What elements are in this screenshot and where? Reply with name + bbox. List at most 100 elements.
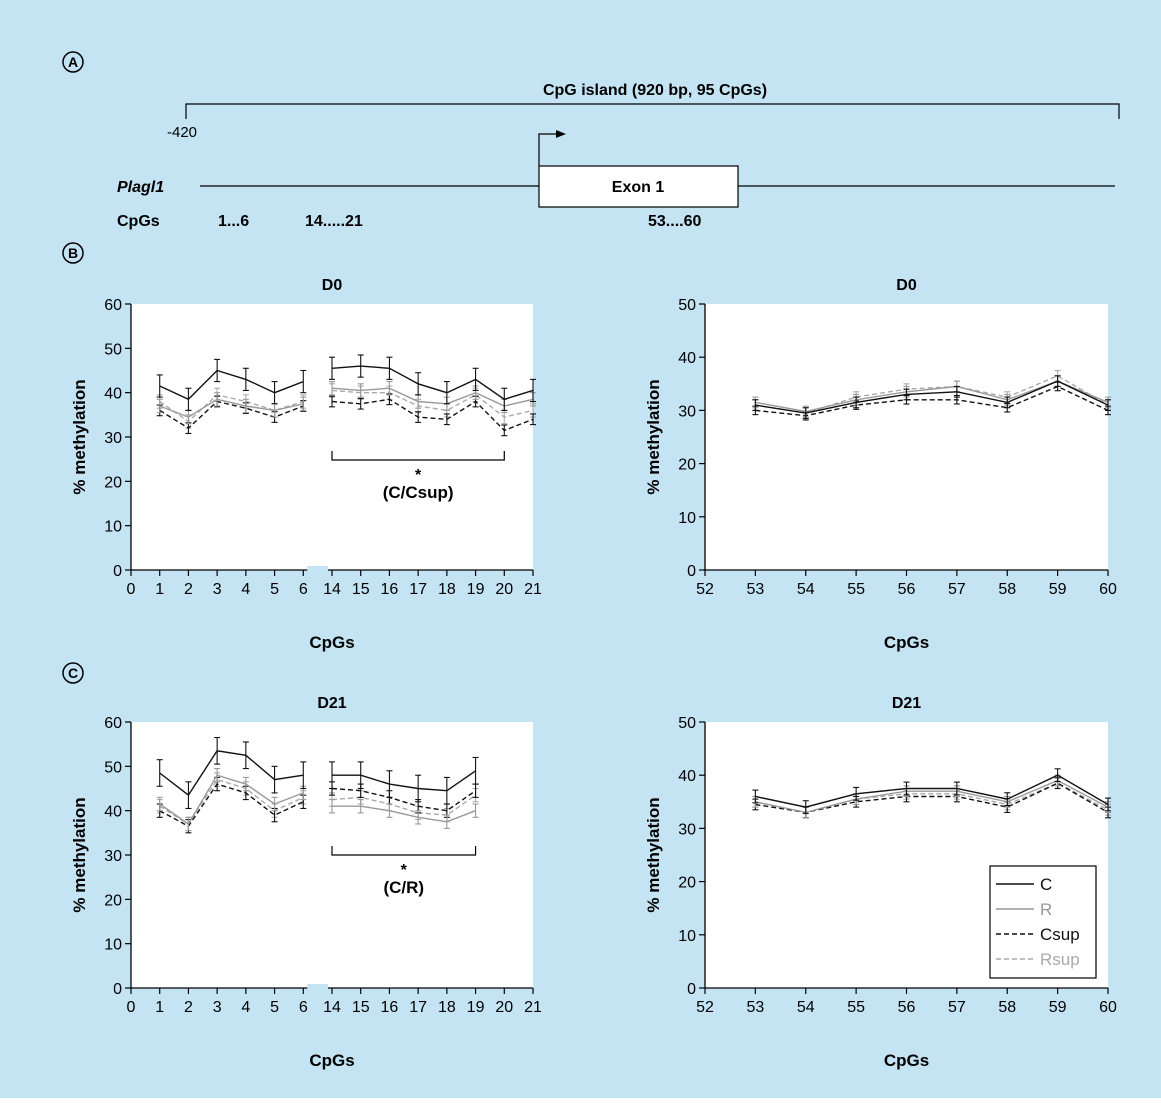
series-line-c — [331, 365, 534, 401]
axis-break — [307, 566, 328, 574]
x-axis-label: CpGs — [884, 633, 929, 652]
x-tick-label: 56 — [898, 581, 916, 598]
x-tick-label: 53 — [746, 581, 764, 598]
panel-label-b-text: B — [68, 245, 78, 261]
y-tick-label: 0 — [113, 563, 122, 580]
legend: CR Csup Rsup — [989, 865, 1097, 979]
x-tick-label: 18 — [438, 581, 456, 598]
significance-label: (C/Csup) — [383, 483, 454, 502]
y-tick-label: 0 — [687, 981, 696, 998]
y-axis-label: % methylation — [644, 379, 663, 494]
y-tick-label: 20 — [678, 875, 696, 892]
x-tick-label: 5 — [270, 999, 279, 1016]
y-tick-label: 20 — [104, 892, 122, 909]
x-tick-label: 21 — [524, 581, 542, 598]
chart-2: D0 0 10 20 30 40 50 52 53 54 55 56 57 58 59 60 CpGs % met… — [644, 277, 1117, 652]
chart-3: D21 0 10 20 30 40 50 60 0 1 2 3 4 5 6 14 15 16 17 18 19 20 21 C… — [70, 695, 542, 1070]
series-line-csup — [331, 787, 477, 812]
significance-label: (C/R) — [383, 878, 424, 897]
x-tick-label: 17 — [409, 581, 427, 598]
x-tick-label: 0 — [127, 999, 136, 1016]
series-c — [156, 354, 536, 411]
chart-title: D21 — [317, 695, 346, 712]
panel-label-c-text: C — [68, 665, 78, 681]
cpg-range-2: 14.....21 — [305, 213, 363, 230]
x-tick-label: 59 — [1049, 999, 1067, 1016]
x-tick-label: 6 — [299, 581, 308, 598]
y-tick-label: 10 — [678, 510, 696, 527]
x-tick-label: 57 — [948, 581, 966, 598]
chart-title: D0 — [322, 277, 343, 294]
cpg-range-1: 1...6 — [218, 213, 249, 230]
y-tick-label: 20 — [678, 457, 696, 474]
x-tick-label: 20 — [495, 999, 513, 1016]
chart-1: D0 0 10 20 30 40 50 60 0 1 2 3 4 5 6 14 15 16 17 18 19 20 21 Cp… — [70, 277, 542, 652]
x-tick-label: 57 — [948, 999, 966, 1016]
x-tick-label: 2 — [184, 581, 193, 598]
x-tick-label: 1 — [155, 999, 164, 1016]
y-tick-label: 10 — [104, 519, 122, 536]
x-axis-label: CpGs — [309, 633, 354, 652]
y-tick-label: 10 — [104, 937, 122, 954]
x-tick-label: 19 — [467, 581, 485, 598]
x-tick-label: 2 — [184, 999, 193, 1016]
axis-break — [307, 984, 328, 992]
x-tick-label: 1 — [155, 581, 164, 598]
x-tick-label: 17 — [409, 999, 427, 1016]
x-tick-label: 18 — [438, 999, 456, 1016]
x-tick-label: 20 — [495, 581, 513, 598]
panel-label-c: C — [62, 662, 84, 684]
island-start-label: -420 — [167, 124, 197, 141]
series-c — [752, 768, 1111, 815]
panel-label-a-text: A — [68, 54, 78, 70]
legend-label-c: C — [1040, 875, 1052, 894]
series-c — [752, 375, 1111, 419]
chart-title: D0 — [896, 277, 917, 294]
significance-star: * — [415, 467, 422, 484]
y-axis-label: % methylation — [70, 797, 89, 912]
tss-arrow — [538, 133, 557, 166]
y-tick-label: 50 — [104, 759, 122, 776]
plot-area — [705, 304, 1108, 570]
x-tick-label: 60 — [1099, 581, 1117, 598]
series-r — [156, 381, 536, 425]
y-tick-label: 30 — [678, 403, 696, 420]
x-tick-label: 53 — [746, 999, 764, 1016]
y-tick-label: 30 — [104, 848, 122, 865]
series-line-r — [331, 387, 534, 407]
x-tick-label: 6 — [299, 999, 308, 1016]
cpg-island-label: CpG island (920 bp, 95 CpGs) — [543, 82, 767, 99]
series-line-csup — [159, 783, 304, 828]
significance-bracket — [331, 451, 505, 461]
x-tick-label: 52 — [696, 999, 714, 1016]
y-tick-label: 60 — [104, 297, 122, 314]
x-tick-label: 5 — [270, 581, 279, 598]
legend-label-rsup: Rsup — [1040, 950, 1080, 969]
significance-bracket — [331, 846, 477, 856]
chart-title: D21 — [892, 695, 921, 712]
y-tick-label: 40 — [104, 386, 122, 403]
x-tick-label: 21 — [524, 999, 542, 1016]
series-line-rsup — [331, 794, 477, 816]
series-line-rsup — [755, 375, 1109, 414]
series-line-csup — [755, 385, 1109, 417]
x-axis-label: CpGs — [884, 1051, 929, 1070]
y-tick-label: 0 — [687, 563, 696, 580]
gene-name: Plagl1 — [117, 179, 164, 196]
y-tick-label: 40 — [104, 804, 122, 821]
cpg-island-bracket — [185, 103, 1120, 119]
y-tick-label: 30 — [678, 821, 696, 838]
y-axis-label: % methylation — [70, 379, 89, 494]
cpgs-row-label: CpGs — [117, 213, 160, 230]
cpg-range-3: 53....60 — [648, 213, 701, 230]
series-line-rsup — [331, 389, 534, 418]
legend-label-r: R — [1040, 900, 1052, 919]
y-tick-label: 40 — [678, 350, 696, 367]
tss-arrowhead — [556, 130, 566, 138]
y-tick-label: 0 — [113, 981, 122, 998]
legend-label-csup: Csup — [1040, 925, 1080, 944]
gene-map: CpG island (920 bp, 95 CpGs) -420 Exon 1… — [117, 82, 1120, 230]
x-tick-label: 4 — [241, 581, 250, 598]
